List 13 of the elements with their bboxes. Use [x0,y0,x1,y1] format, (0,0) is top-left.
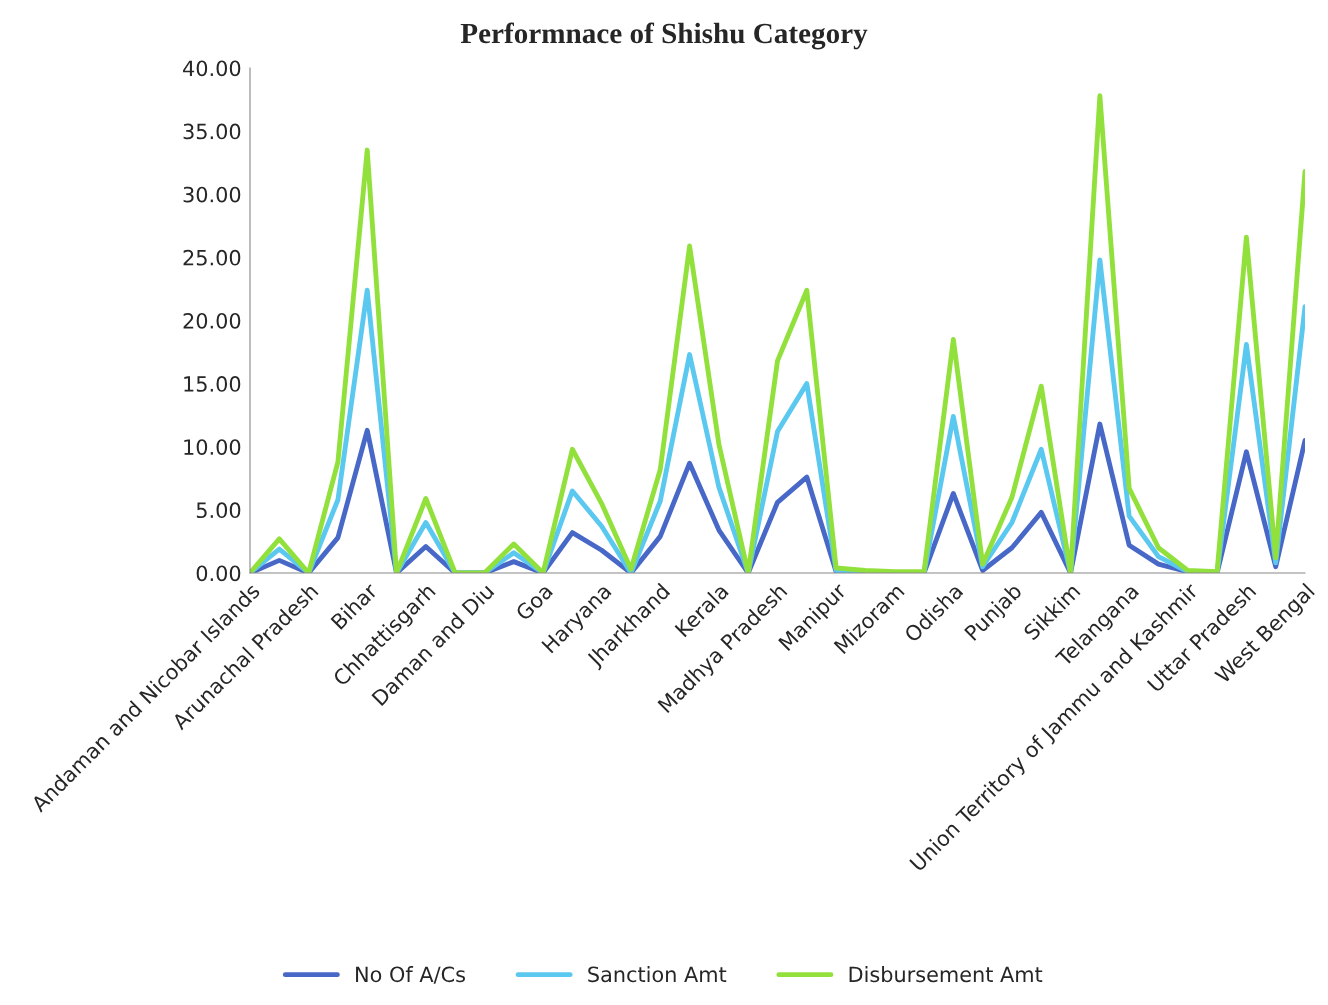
y-tick-label: 40.00 [183,60,241,77]
chart-title: Performnace of Shishu Category [460,22,868,50]
y-tick-label: 35.00 [183,123,241,140]
y-tick-label: 5.00 [196,502,241,519]
y-tick-label: 30.00 [183,186,241,203]
y-tick-label: 10.00 [184,439,241,455]
y-tick-label: 20.00 [183,312,241,329]
y-tick-label: 15.00 [184,376,241,392]
y-tick-label: 0.00 [196,565,241,582]
y-tick-label: 25.00 [183,249,241,266]
legend-label: Sanction Amt [588,966,727,983]
legend-label: Disbursement Amt [849,966,1043,983]
legend-label: No Of A/Cs [356,966,465,984]
